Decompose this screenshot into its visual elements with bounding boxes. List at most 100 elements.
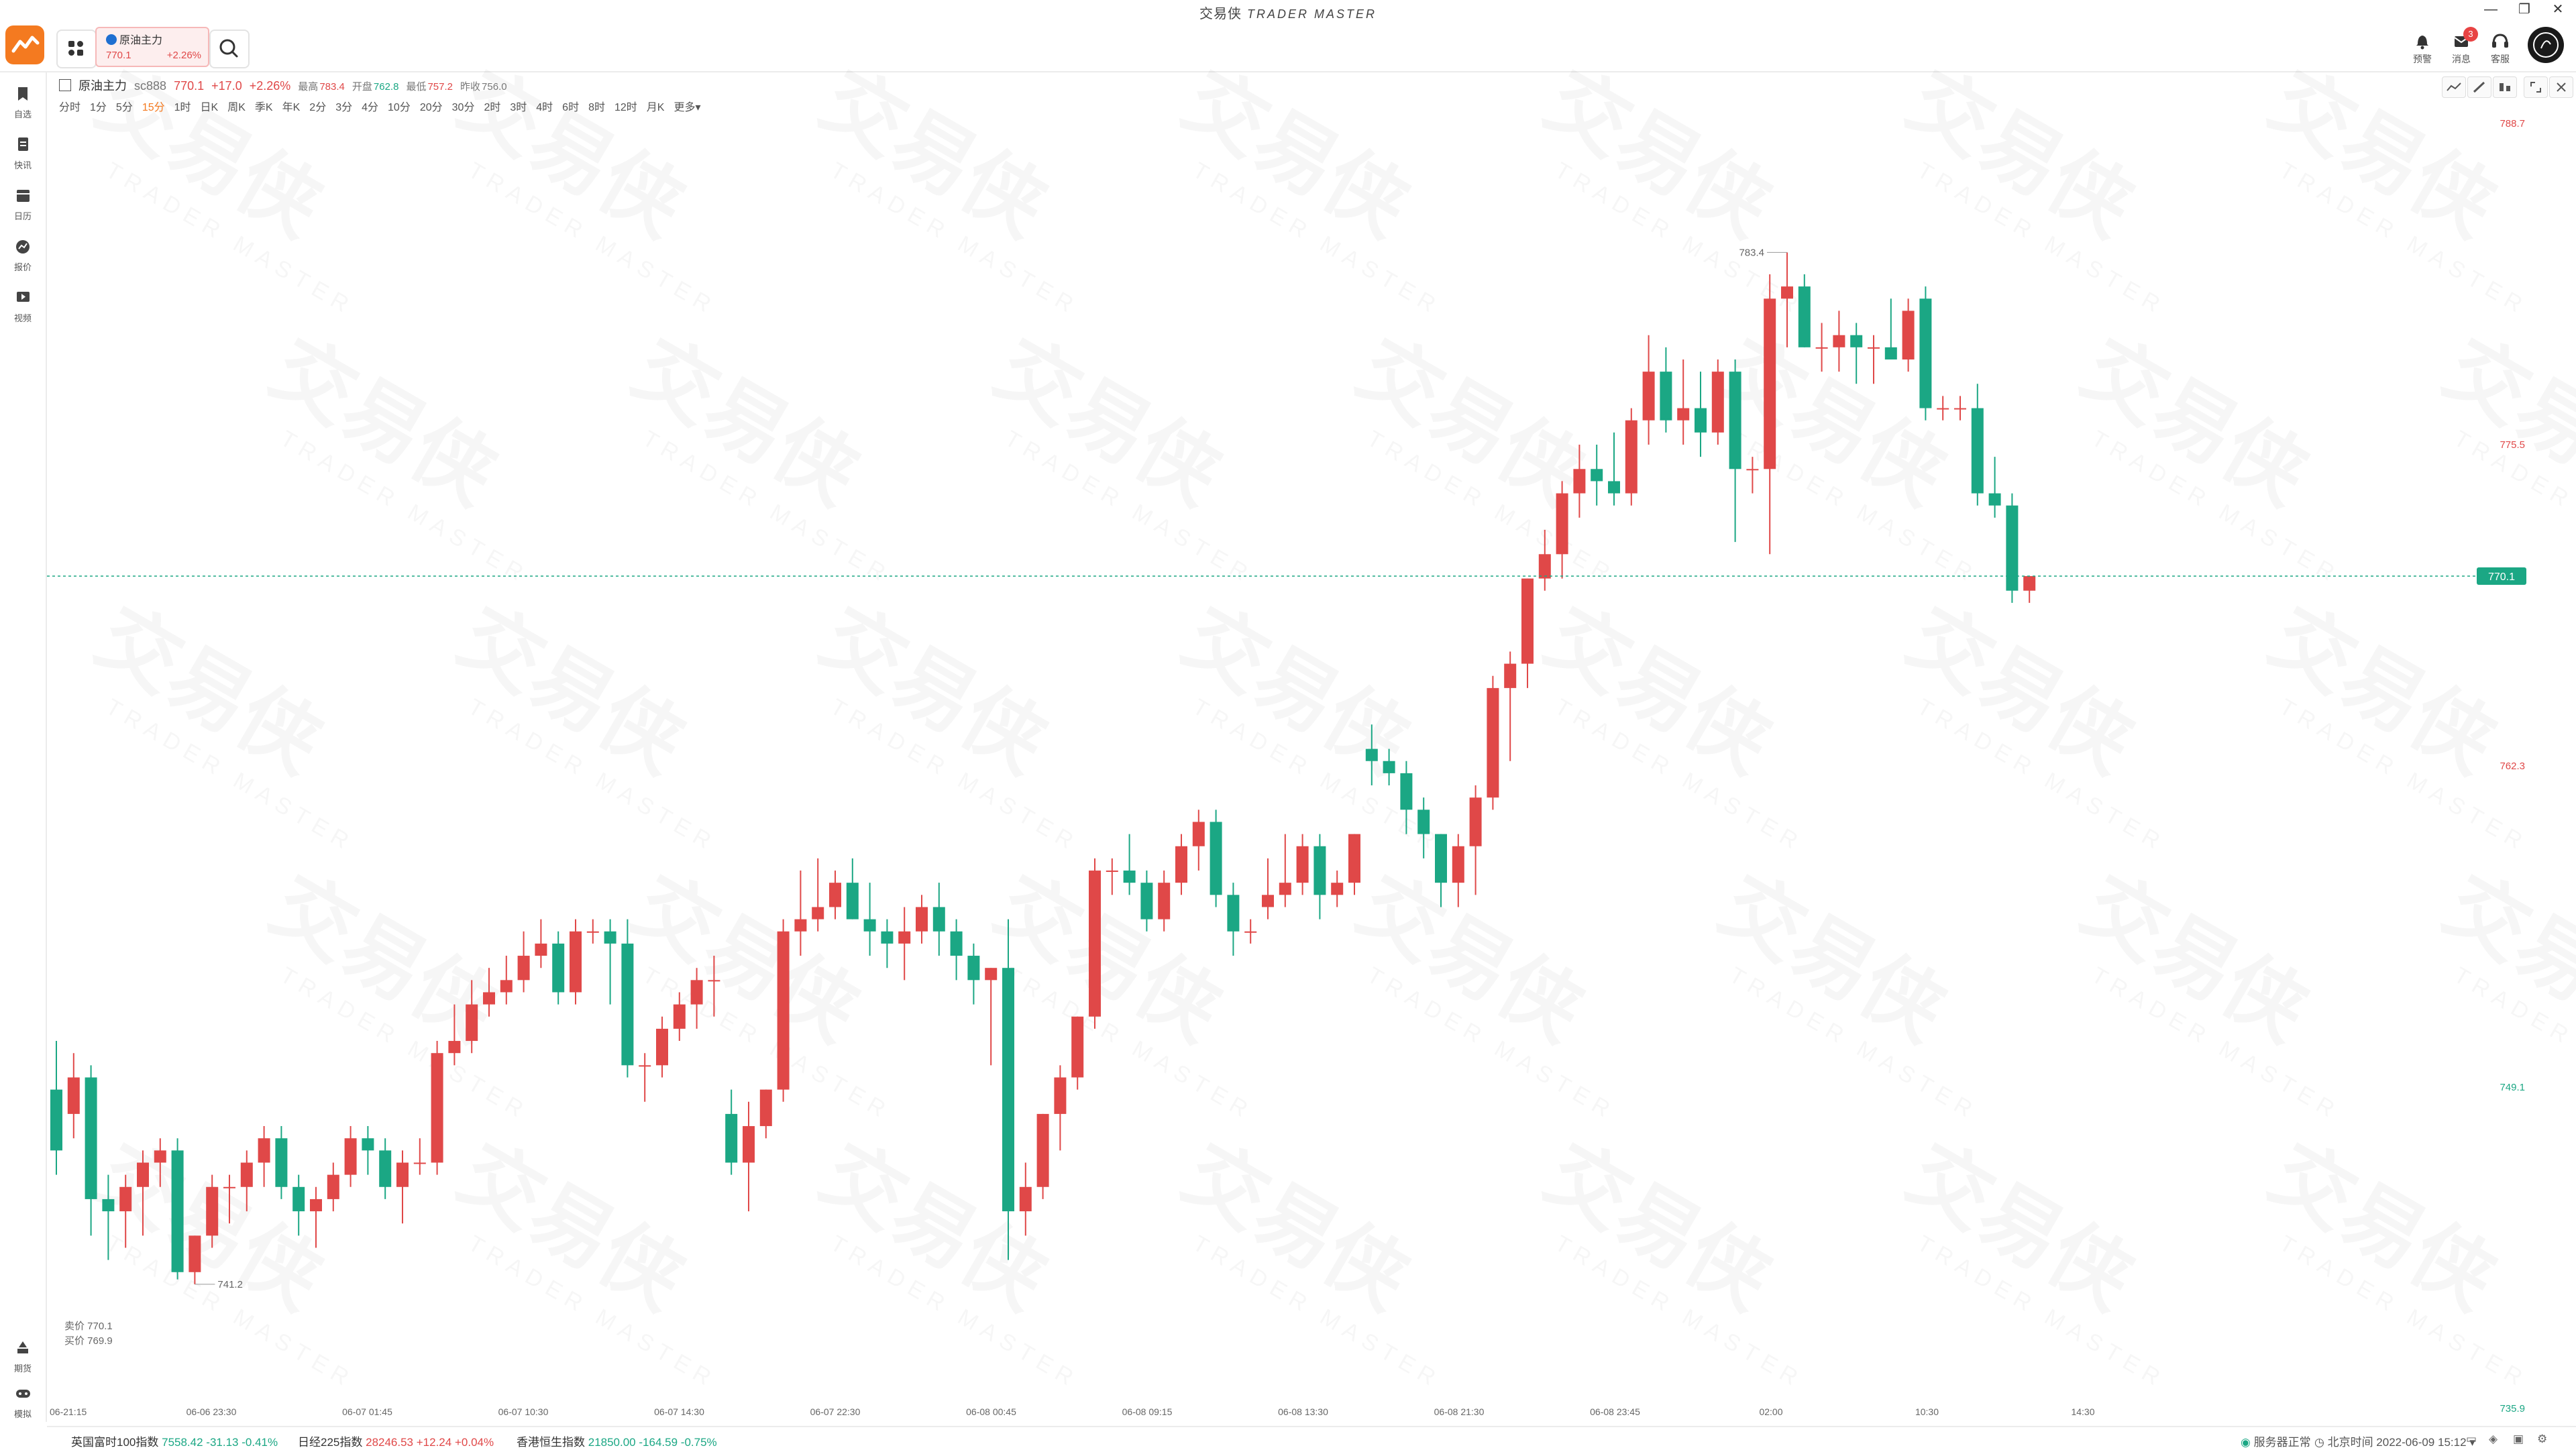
candle-body: [1331, 883, 1344, 895]
sidebar-item-calendar[interactable]: 日历: [0, 182, 46, 225]
index-ticker-ftse[interactable]: 英国富时100指数 7558.42 -31.13 -0.41%: [71, 1436, 278, 1449]
candle-body: [690, 980, 703, 1005]
candlestick-chart[interactable]: 788.7 775.5 762.3 749.1 735.9 06-21:15 06-06 2…: [47, 114, 2529, 1422]
candle-body: [1106, 871, 1118, 873]
sidebar-item-news[interactable]: 快讯: [0, 131, 46, 174]
candle-body: [1192, 822, 1205, 846]
period-option[interactable]: 10分: [388, 102, 411, 113]
expand-icon: [2530, 82, 2541, 93]
candle-body: [812, 907, 824, 919]
candle-body: [1054, 1077, 1067, 1114]
candle-body: [1262, 895, 1274, 907]
monitor-icon[interactable]: ▭: [2466, 1433, 2477, 1445]
minimize-button[interactable]: —: [2484, 2, 2498, 17]
sidebar-item-video[interactable]: 视频: [0, 284, 46, 327]
draw-tool-button[interactable]: [2467, 76, 2491, 98]
period-option[interactable]: 3分: [335, 102, 353, 113]
candle-body: [137, 1162, 149, 1187]
candle-body: [863, 919, 876, 932]
candle-body: [621, 943, 634, 1066]
sidebar-item-watchlist[interactable]: 自选: [0, 80, 46, 123]
candle-body: [1660, 372, 1672, 421]
apps-grid-button[interactable]: [56, 30, 97, 68]
chart-type-button[interactable]: [2442, 76, 2466, 98]
gear-icon[interactable]: ⚙: [2537, 1433, 2548, 1445]
period-option[interactable]: 周K: [227, 102, 246, 113]
user-avatar[interactable]: [2528, 27, 2564, 63]
open-value: 762.8: [373, 81, 399, 93]
candle-body: [1642, 372, 1655, 421]
maximize-button[interactable]: ❐: [2518, 2, 2530, 17]
candle-body: [1348, 834, 1360, 883]
server-status: ◉ 服务器正常: [2241, 1436, 2311, 1449]
close-chart-button[interactable]: [2549, 76, 2573, 98]
candle-body: [985, 968, 998, 981]
candle-body: [431, 1053, 443, 1163]
indicator-button[interactable]: [2493, 76, 2517, 98]
period-option[interactable]: 月K: [646, 102, 665, 113]
period-option[interactable]: 20分: [419, 102, 443, 113]
period-option[interactable]: 15分: [142, 102, 165, 113]
candle-body: [466, 1004, 478, 1042]
shield-icon[interactable]: ◈: [2489, 1433, 2498, 1445]
candle-body: [1140, 883, 1153, 919]
x-tick-label: 06-08 21:30: [1434, 1406, 1485, 1417]
candle-body: [362, 1138, 374, 1151]
ticker-chip[interactable]: 原油主力 770.1 +2.26%: [95, 27, 209, 67]
x-tick-label: 06-08 09:15: [1122, 1406, 1173, 1417]
period-option[interactable]: 5分: [115, 102, 133, 113]
calendar-icon: [17, 190, 30, 202]
period-option[interactable]: 年K: [282, 102, 301, 113]
period-option[interactable]: 30分: [451, 102, 475, 113]
candle-body: [1711, 372, 1724, 433]
period-option[interactable]: 4时: [536, 102, 553, 113]
candle-body: [448, 1041, 461, 1054]
period-option[interactable]: 3时: [510, 102, 527, 113]
sidebar-item-futures[interactable]: 期货: [0, 1335, 46, 1378]
period-option[interactable]: 2时: [484, 102, 501, 113]
candle-body: [535, 943, 547, 956]
app-logo[interactable]: [5, 25, 44, 64]
period-option[interactable]: 分时: [59, 102, 81, 113]
sidebar-item-quotes[interactable]: 报价: [0, 233, 46, 276]
support-button[interactable]: 客服: [2482, 28, 2518, 66]
period-option[interactable]: 6时: [562, 102, 580, 113]
instrument-pct: +2.26%: [249, 79, 291, 93]
screenshot-icon[interactable]: ▣: [2513, 1433, 2524, 1445]
close-button[interactable]: ✕: [2552, 2, 2564, 17]
ticker-name: 原油主力: [119, 35, 163, 46]
period-option[interactable]: 2分: [309, 102, 327, 113]
candle-body: [1902, 311, 1915, 359]
instrument-change: +17.0: [211, 79, 242, 93]
ticker-price: 770.1: [106, 50, 131, 61]
index-ticker-nikkei[interactable]: 日经225指数 28246.53 +12.24 +0.04%: [298, 1436, 494, 1449]
buy-price-label: 买价 769.9: [64, 1335, 113, 1347]
period-option[interactable]: 8时: [588, 102, 605, 113]
alert-button[interactable]: 预警: [2404, 28, 2440, 66]
period-option[interactable]: 12时: [614, 102, 637, 113]
search-button[interactable]: [209, 30, 250, 68]
ticker-pct: +2.26%: [166, 50, 201, 61]
candle-body: [1036, 1113, 1049, 1187]
candle-body: [327, 1174, 339, 1199]
period-option[interactable]: 4分: [362, 102, 379, 113]
bookmark-icon: [18, 87, 28, 101]
instrument-name[interactable]: 原油主力: [78, 79, 127, 93]
candle-body: [1452, 846, 1464, 883]
candle-body: [292, 1186, 305, 1212]
period-option[interactable]: 1时: [174, 102, 191, 113]
avatar-icon: [2533, 32, 2559, 58]
period-option[interactable]: 更多▾: [674, 102, 701, 113]
beijing-time[interactable]: ◷ 北京时间 2022-06-09 15:12 ▾: [2314, 1436, 2475, 1449]
period-option[interactable]: 季K: [254, 102, 273, 113]
y-tick-label: 735.9: [2500, 1403, 2525, 1414]
instrument-info-bar: 原油主力 sc888 770.1 +17.0 +2.26% 最高 783.4 开盘…: [59, 76, 511, 94]
clock-icon: ◷: [2314, 1436, 2324, 1449]
period-option[interactable]: 1分: [90, 102, 107, 113]
sidebar-item-simulation[interactable]: 模拟: [0, 1380, 46, 1423]
fullscreen-button[interactable]: [2524, 76, 2548, 98]
candle-body: [1469, 797, 1482, 846]
candle-body: [1556, 493, 1568, 555]
period-option[interactable]: 日K: [200, 102, 219, 113]
index-ticker-hsi[interactable]: 香港恒生指数 21850.00 -164.59 -0.75%: [517, 1436, 717, 1449]
